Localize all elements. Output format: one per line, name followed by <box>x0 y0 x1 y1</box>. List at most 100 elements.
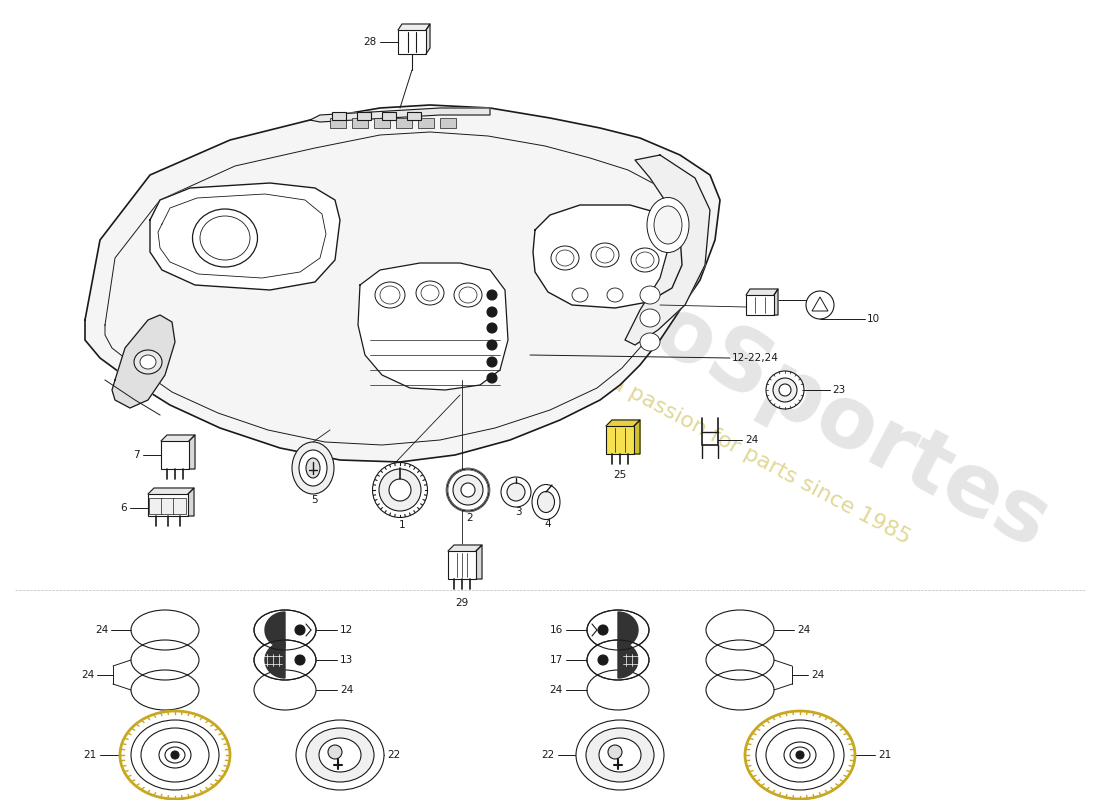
Text: 7: 7 <box>133 450 140 460</box>
FancyBboxPatch shape <box>407 112 421 120</box>
Ellipse shape <box>576 720 664 790</box>
Text: 10: 10 <box>867 314 880 324</box>
Polygon shape <box>476 545 482 579</box>
Text: 28: 28 <box>364 37 377 47</box>
Polygon shape <box>618 612 638 648</box>
Ellipse shape <box>640 333 660 351</box>
Ellipse shape <box>640 309 660 327</box>
Text: 12-22,24: 12-22,24 <box>732 353 779 363</box>
Polygon shape <box>310 108 490 122</box>
Text: a passion for parts since 1985: a passion for parts since 1985 <box>606 372 913 548</box>
FancyBboxPatch shape <box>398 30 426 54</box>
Ellipse shape <box>299 450 327 486</box>
Text: 24: 24 <box>95 625 108 635</box>
Circle shape <box>598 625 608 635</box>
Text: 6: 6 <box>120 503 127 513</box>
FancyBboxPatch shape <box>396 118 412 128</box>
FancyBboxPatch shape <box>374 118 390 128</box>
Ellipse shape <box>134 350 162 374</box>
Text: euroSportes: euroSportes <box>497 213 1064 567</box>
Text: 24: 24 <box>798 625 811 635</box>
Ellipse shape <box>461 483 475 497</box>
Ellipse shape <box>131 720 219 790</box>
Ellipse shape <box>784 742 816 768</box>
FancyBboxPatch shape <box>382 112 396 120</box>
Circle shape <box>170 751 179 759</box>
Ellipse shape <box>319 738 361 772</box>
Polygon shape <box>606 420 640 426</box>
Ellipse shape <box>640 286 660 304</box>
Text: 24: 24 <box>811 670 824 680</box>
FancyBboxPatch shape <box>606 426 634 454</box>
Ellipse shape <box>773 378 798 402</box>
Ellipse shape <box>328 745 342 759</box>
Ellipse shape <box>608 745 622 759</box>
Polygon shape <box>774 289 778 315</box>
Text: 16: 16 <box>550 625 563 635</box>
Polygon shape <box>161 435 195 441</box>
Ellipse shape <box>292 442 334 494</box>
FancyBboxPatch shape <box>161 441 189 469</box>
Circle shape <box>487 340 497 350</box>
FancyBboxPatch shape <box>161 498 174 514</box>
Circle shape <box>295 625 305 635</box>
FancyBboxPatch shape <box>440 118 456 128</box>
FancyBboxPatch shape <box>332 112 346 120</box>
Ellipse shape <box>140 355 156 369</box>
Text: 21: 21 <box>84 750 97 760</box>
Circle shape <box>598 655 608 665</box>
Polygon shape <box>85 105 721 462</box>
Text: 22: 22 <box>387 750 400 760</box>
Text: 13: 13 <box>340 655 353 665</box>
Text: 17: 17 <box>550 655 563 665</box>
Ellipse shape <box>587 610 649 650</box>
Text: 21: 21 <box>878 750 891 760</box>
Ellipse shape <box>306 728 374 782</box>
Ellipse shape <box>447 469 490 511</box>
FancyBboxPatch shape <box>173 498 186 514</box>
FancyBboxPatch shape <box>352 118 368 128</box>
Polygon shape <box>634 420 640 454</box>
Polygon shape <box>265 642 285 678</box>
Text: 22: 22 <box>541 750 556 760</box>
Text: 24: 24 <box>745 435 758 445</box>
Text: 23: 23 <box>832 385 845 395</box>
FancyBboxPatch shape <box>148 494 188 516</box>
Text: 25: 25 <box>614 470 627 480</box>
Text: 4: 4 <box>544 519 551 529</box>
Ellipse shape <box>453 475 483 505</box>
Ellipse shape <box>779 384 791 396</box>
Circle shape <box>295 655 305 665</box>
Ellipse shape <box>532 485 560 519</box>
Ellipse shape <box>647 198 689 253</box>
Ellipse shape <box>756 720 844 790</box>
Text: 29: 29 <box>455 598 469 608</box>
Ellipse shape <box>373 462 428 518</box>
Polygon shape <box>112 315 175 408</box>
Ellipse shape <box>766 371 804 409</box>
Text: 1: 1 <box>398 520 405 530</box>
Circle shape <box>487 373 497 383</box>
Circle shape <box>796 751 804 759</box>
Polygon shape <box>448 545 482 551</box>
FancyBboxPatch shape <box>746 295 774 315</box>
Polygon shape <box>148 488 194 494</box>
Ellipse shape <box>306 458 320 478</box>
Circle shape <box>487 323 497 333</box>
Ellipse shape <box>254 640 316 680</box>
Polygon shape <box>746 289 778 295</box>
Text: 12: 12 <box>340 625 353 635</box>
Ellipse shape <box>538 491 554 513</box>
Text: 24: 24 <box>80 670 94 680</box>
Polygon shape <box>188 488 194 516</box>
FancyBboxPatch shape <box>358 112 371 120</box>
Circle shape <box>487 357 497 367</box>
FancyBboxPatch shape <box>418 118 434 128</box>
Polygon shape <box>150 183 340 290</box>
Ellipse shape <box>296 720 384 790</box>
Text: 24: 24 <box>340 685 353 695</box>
Polygon shape <box>189 435 195 469</box>
Ellipse shape <box>160 742 191 768</box>
FancyBboxPatch shape <box>148 498 162 514</box>
Polygon shape <box>265 612 285 648</box>
